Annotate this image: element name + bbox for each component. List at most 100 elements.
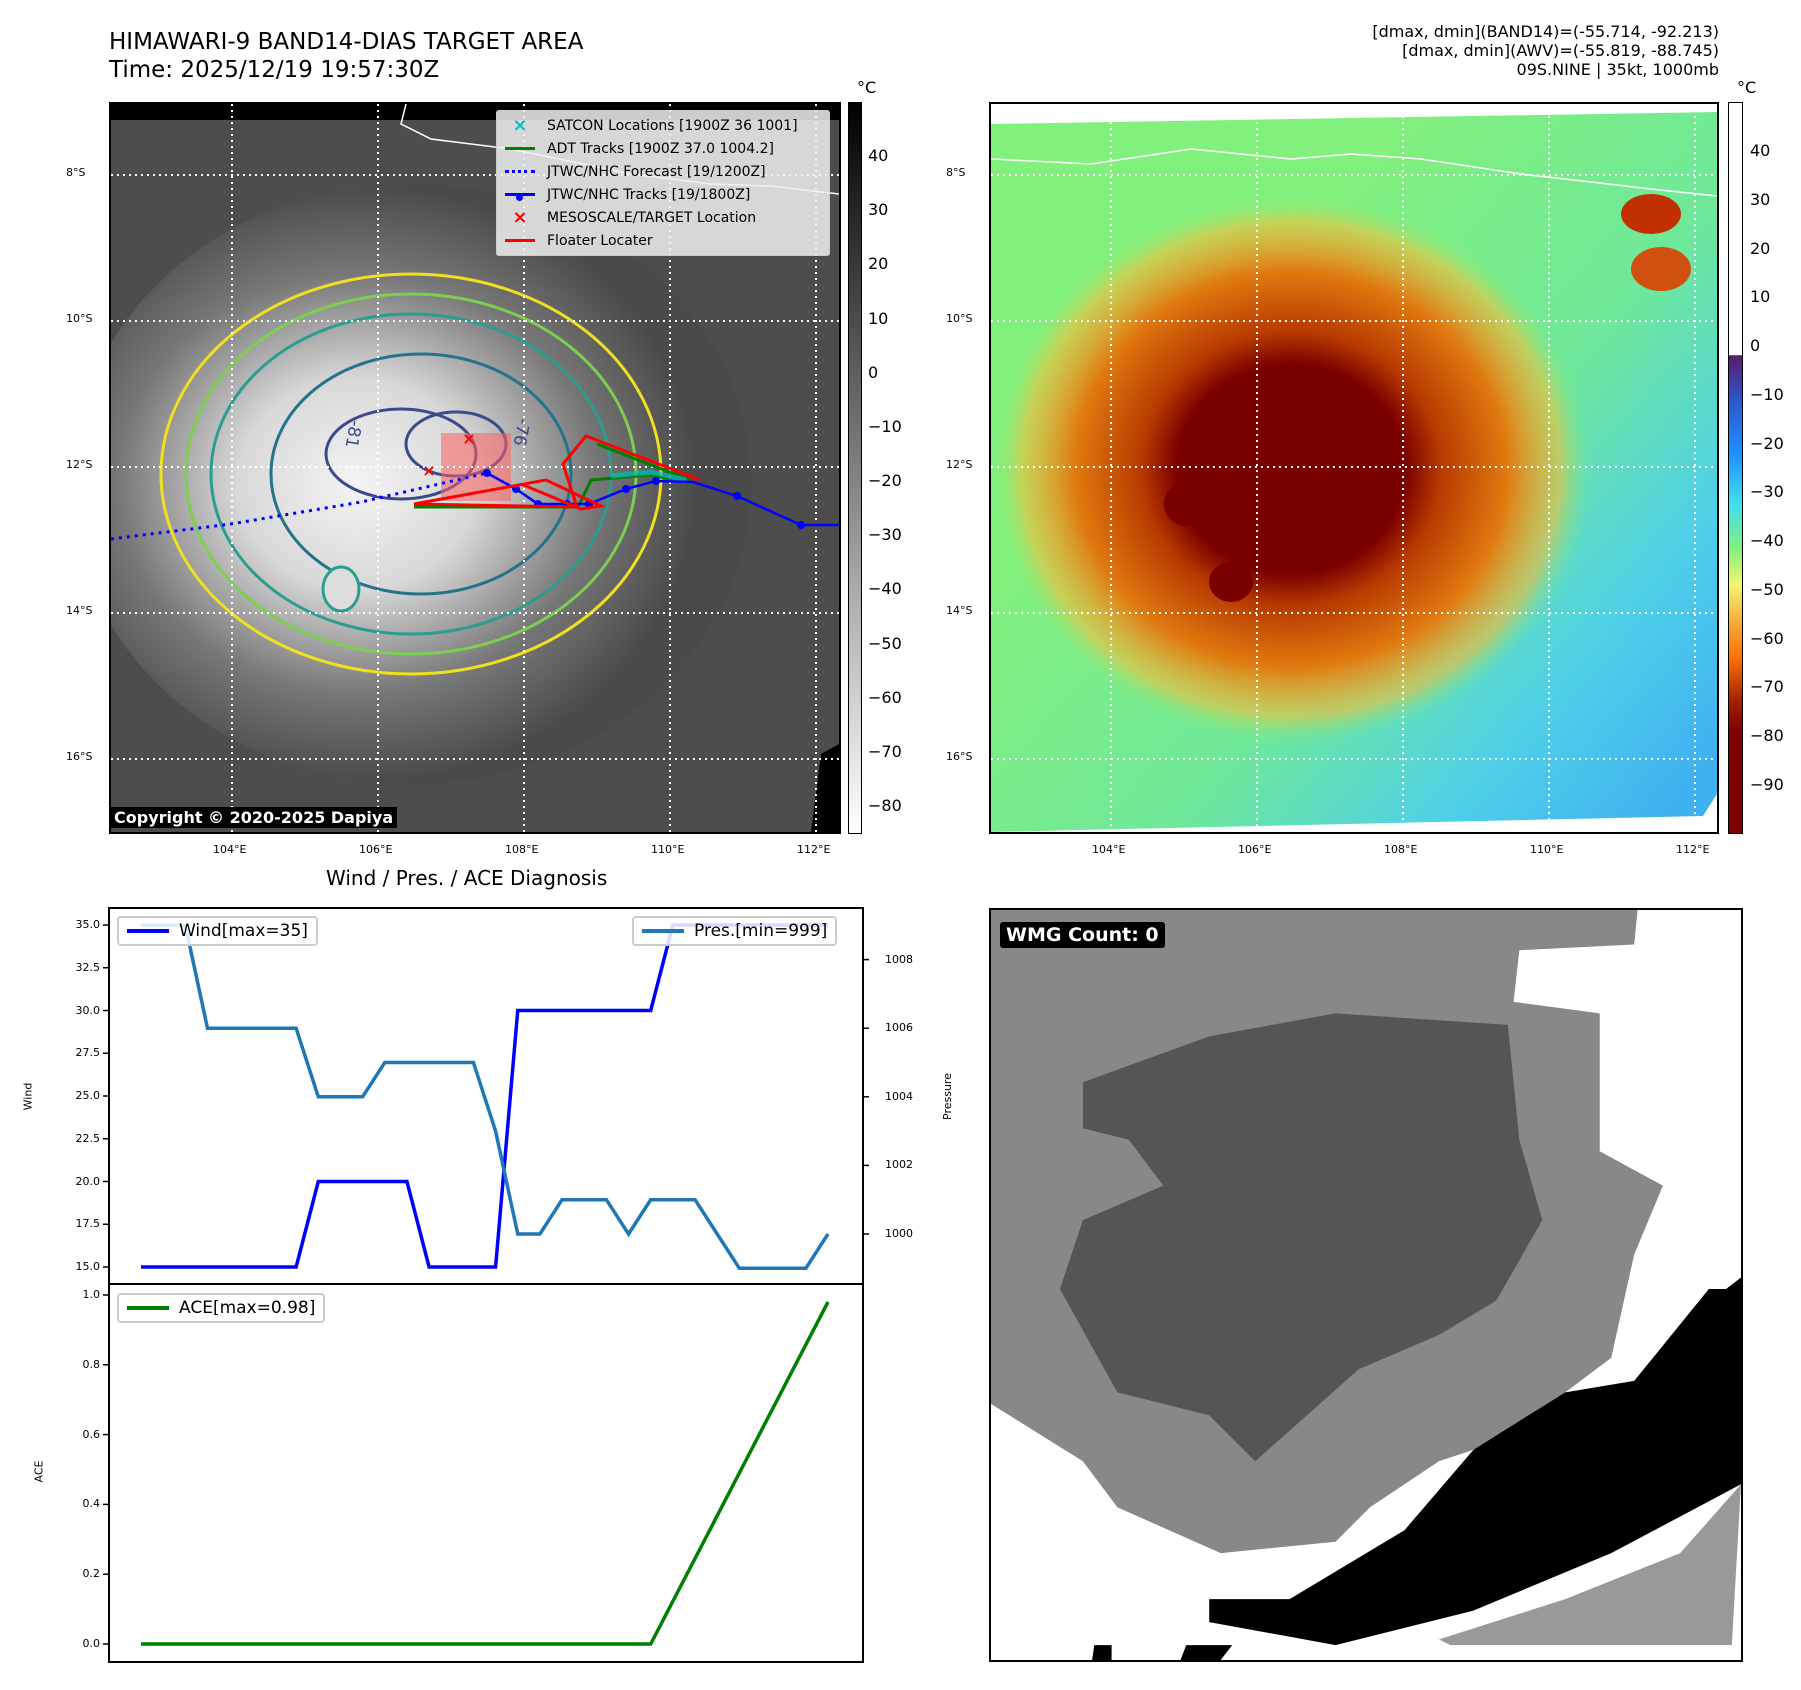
copyright-label: Copyright © 2020-2025 Dapiya (110, 807, 398, 828)
latitude-label: 8°S (66, 166, 86, 179)
y-tick-label: 22.5 (75, 1131, 101, 1145)
chart-title: Wind / Pres. / ACE Diagnosis (326, 866, 608, 890)
svg-text:×: × (462, 429, 475, 448)
latitude-label: 14°S (946, 604, 973, 617)
colorbar-tick-label: 0 (868, 362, 879, 382)
wmg-image (991, 910, 1741, 1660)
pressure-line (141, 923, 830, 1271)
longitude-label: 106°E (359, 843, 393, 856)
grayscale-colorbar (848, 102, 862, 834)
target-location-marker: × (422, 461, 435, 480)
legend-item: × SATCON Locations [1900Z 36 1001] (503, 114, 823, 137)
colorbar-tick-label: −50 (1750, 579, 1784, 599)
y-tick-label: 1000 (885, 1227, 913, 1240)
map-legend: × SATCON Locations [1900Z 36 1001] ADT Tra… (496, 110, 830, 256)
legend-symbol-line (503, 141, 537, 157)
latitude-label: 10°S (946, 312, 973, 325)
colorbar-tick-label: −30 (1750, 482, 1784, 502)
title-line: HIMAWARI-9 BAND14-DIAS TARGET AREA (109, 29, 584, 55)
colorbar-tick-label: −90 (1750, 775, 1784, 794)
colorbar-tick-label: −10 (868, 416, 902, 436)
wind-legend: Wind[max=35] (117, 916, 318, 946)
colorbar-tick-label: 20 (868, 254, 889, 274)
y-tick-label: 1002 (885, 1158, 913, 1172)
latitude-label: 12°S (946, 458, 973, 471)
legend-item: ADT Tracks [1900Z 37.0 1004.2] (503, 137, 823, 160)
y-tick-label: 32.5 (75, 960, 101, 974)
y-tick-label: 30.0 (75, 1003, 101, 1017)
legend-symbol-line (503, 233, 537, 249)
figure-title: HIMAWARI-9 BAND14-DIAS TARGET AREA Time: … (109, 28, 583, 84)
latitude-label: 14°S (66, 604, 93, 617)
colorbar-tick-label: 40 (868, 146, 889, 165)
y-tick-label: 1.0 (82, 1288, 101, 1301)
longitude-label: 106°E (1238, 843, 1272, 856)
enhanced-ir-map (989, 102, 1719, 834)
legend-label: JTWC/NHC Forecast [19/1200Z] (547, 163, 766, 180)
colorbar-tick-label: −50 (868, 633, 902, 653)
pressure-legend: Pres.[min=999] (632, 916, 838, 946)
longitude-label: 112°E (1676, 843, 1710, 856)
colorbar-tick-label: −70 (1750, 677, 1784, 697)
ir-grayscale-map: × × -81 -76 × SATCON Locations [1900Z 36 … (109, 102, 841, 834)
ace-line (141, 1301, 830, 1646)
y-tick-label: 25.0 (75, 1089, 101, 1102)
legend-swatch (127, 929, 169, 933)
longitude-label: 110°E (651, 843, 685, 856)
legend-item: JTWC/NHC Forecast [19/1200Z] (503, 160, 823, 183)
colorbar-tick-label: −70 (868, 741, 902, 761)
colorbar-tick-label: −10 (1750, 384, 1784, 404)
gridlines (991, 104, 1717, 832)
wind-axis-label: Wind (21, 1082, 35, 1111)
band14-range: [dmax, dmin](BAND14)=(-55.714, -92.213) (1372, 22, 1719, 41)
colorbar-tick-label: −30 (868, 525, 902, 545)
longitude-label: 104°E (1092, 843, 1126, 856)
colorbar-tick-label: 10 (868, 308, 889, 328)
y-tick-label: 35.0 (75, 918, 101, 931)
colorbar-tick-label: −60 (868, 687, 902, 707)
latitude-label: 10°S (66, 312, 93, 325)
awv-range: [dmax, dmin](AWV)=(-55.819, -88.745) (1402, 41, 1719, 60)
colorbar-tick-label: −80 (1750, 726, 1784, 746)
y-tick-label: 0.0 (82, 1637, 101, 1650)
latitude-label: 16°S (946, 750, 973, 763)
colorbar-tick-label: 20 (1750, 238, 1771, 258)
legend-item: × MESOSCALE/TARGET Location (503, 206, 823, 229)
latitude-label: 12°S (66, 458, 93, 471)
data-range-info: [dmax, dmin](BAND14)=(-55.714, -92.213) … (1372, 22, 1719, 79)
y-tick-label: 1008 (885, 952, 913, 966)
ace-legend: ACE[max=0.98] (117, 1293, 326, 1323)
colorbar-unit: °C (1737, 78, 1757, 97)
ace-axes (108, 1283, 864, 1663)
enhanced-ir-image (991, 104, 1717, 832)
storm-info: 09S.NINE | 35kt, 1000mb (1516, 60, 1719, 79)
y-tick-label: 0.6 (82, 1427, 101, 1441)
colorbar-tick-label: −20 (868, 471, 902, 490)
colorbar-tick-label: 30 (868, 200, 889, 220)
legend-label: Wind[max=35] (179, 921, 308, 941)
legend-label: Floater Locater (547, 232, 653, 249)
wmg-count-badge: WMG Count: 0 (1000, 922, 1165, 948)
y-tick-label: 15.0 (75, 1260, 101, 1273)
colorbar-tick-label: 0 (1750, 336, 1761, 356)
colorbar-tick-label: 40 (1750, 141, 1771, 160)
legend-symbol-x: × (512, 207, 528, 228)
colorbar-tick-label: −80 (868, 796, 902, 815)
colorbar-unit: °C (857, 78, 877, 97)
legend-swatch (642, 929, 684, 933)
y-tick-label: 20.0 (75, 1174, 101, 1188)
y-tick-label: 27.5 (75, 1046, 101, 1060)
legend-symbol-x: × (512, 115, 528, 136)
coastline (991, 148, 1717, 197)
satcon-track (610, 469, 687, 483)
legend-label: SATCON Locations [1900Z 36 1001] (547, 117, 798, 134)
longitude-label: 104°E (213, 843, 247, 856)
legend-swatch (127, 1306, 169, 1310)
legend-label: JTWC/NHC Tracks [19/1800Z] (547, 186, 751, 203)
y-tick-label: 17.5 (75, 1217, 101, 1231)
time-line: Time: 2025/12/19 19:57:30Z (109, 57, 440, 83)
colorbar-tick-label: −40 (1750, 531, 1784, 551)
colorbar-tick-label: 30 (1750, 189, 1771, 209)
latitude-label: 16°S (66, 750, 93, 763)
y-tick-label: 0.4 (82, 1497, 101, 1511)
